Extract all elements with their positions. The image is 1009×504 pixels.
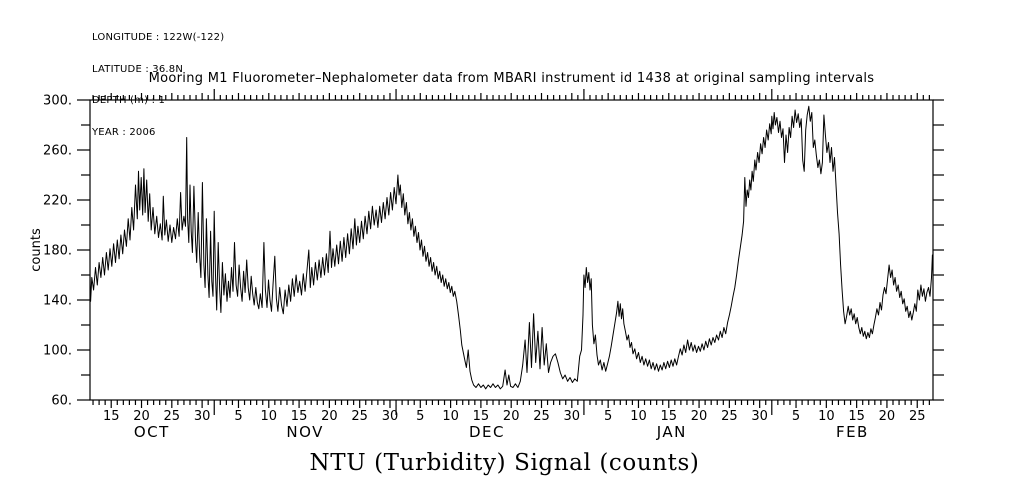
x-tick-label: 25 (533, 409, 550, 424)
series-ntu-turbidity (89, 105, 934, 390)
x-tick-label: 15 (660, 409, 677, 424)
y-tick-label: 300. (43, 94, 72, 109)
y-tick-label: 180. (43, 244, 72, 259)
y-tick-label: 60. (51, 394, 72, 409)
x-tick-label: 25 (351, 409, 368, 424)
metadata-longitude: LONGITUDE : 122W(-122) (92, 32, 225, 43)
x-tick-label: 5 (792, 409, 800, 424)
x-tick-label: 10 (818, 409, 835, 424)
y-tick-label: 100. (43, 344, 72, 359)
x-tick-label: 5 (234, 409, 242, 424)
x-tick-label: 10 (261, 409, 278, 424)
x-tick-label: 30 (564, 409, 581, 424)
x-tick-label: 15 (103, 409, 120, 424)
x-tick-label: 5 (604, 409, 612, 424)
x-month-label: DEC (469, 423, 505, 441)
x-month-label: OCT (134, 423, 170, 441)
y-axis-title: counts (29, 228, 44, 272)
x-tick-label: 5 (416, 409, 424, 424)
x-axis-caption: NTU (Turbidity) Signal (counts) (309, 450, 700, 476)
x-tick-label: 15 (473, 409, 490, 424)
plot-frame (89, 99, 934, 401)
y-tick-label: 260. (43, 144, 72, 159)
x-tick-label: 20 (691, 409, 708, 424)
x-month-label: JAN (656, 423, 687, 441)
x-tick-label: 10 (442, 409, 459, 424)
metadata-year: YEAR : 2006 (92, 126, 156, 138)
chart-title: Mooring M1 Fluorometer–Nephalometer data… (148, 71, 875, 86)
x-tick-label: 10 (630, 409, 647, 424)
y-tick-label: 140. (43, 294, 72, 309)
x-month-label: NOV (286, 423, 324, 441)
x-tick-label: 30 (194, 409, 211, 424)
x-tick-label: 25 (909, 409, 926, 424)
x-tick-label: 15 (291, 409, 308, 424)
x-tick-label: 30 (751, 409, 768, 424)
x-tick-label: 20 (321, 409, 338, 424)
y-tick-label: 220. (43, 194, 72, 209)
x-tick-label: 25 (164, 409, 181, 424)
x-tick-label: 25 (721, 409, 738, 424)
x-tick-label: 15 (848, 409, 865, 424)
x-tick-label: 20 (503, 409, 520, 424)
x-tick-label: 20 (133, 409, 150, 424)
metadata-latitude: LATITUDE : 36.8N (92, 63, 184, 75)
x-tick-label: 20 (879, 409, 896, 424)
x-tick-label: 30 (382, 409, 399, 424)
axes: 60. 100. 140. 180. 220. 260. 300. 15 20 25 30 5 10 15… (43, 89, 944, 441)
x-month-label: FEB (836, 423, 869, 441)
